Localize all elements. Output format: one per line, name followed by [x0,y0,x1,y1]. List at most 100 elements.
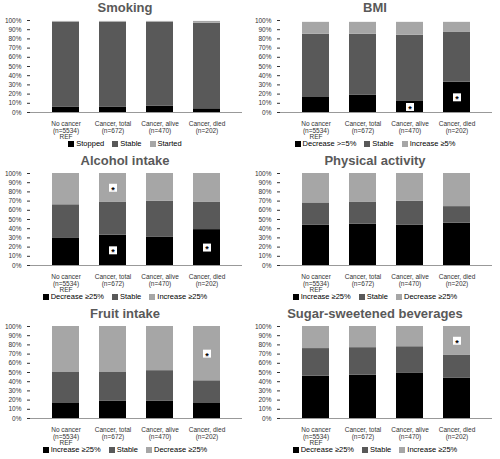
svg-text:100%: 100% [255,323,272,330]
svg-text:90%: 90% [258,179,271,186]
svg-text:100%: 100% [255,17,272,24]
svg-text:60%: 60% [258,206,271,213]
svg-text:70%: 70% [258,197,271,204]
svg-text:*: * [111,247,115,257]
svg-text:Cancer, died(n=202): Cancer, died(n=202) [189,426,226,441]
svg-text:Cancer, alive(n=470): Cancer, alive(n=470) [391,120,429,134]
svg-text:40%: 40% [8,225,21,232]
svg-text:Cancer, total(n=672): Cancer, total(n=672) [95,426,132,441]
svg-text:50%: 50% [8,63,21,70]
svg-text:20%: 20% [8,396,21,403]
svg-text:30%: 30% [258,234,271,241]
svg-text:Cancer, total(n=672): Cancer, total(n=672) [345,426,382,441]
html-text:BMI: BMI [363,0,387,15]
svg-text:60%: 60% [258,359,271,366]
svg-text:No cancer(n=5534)REF: No cancer(n=5534)REF [301,120,331,139]
svg-text:No cancer(n=5534)REF: No cancer(n=5534)REF [301,426,331,445]
svg-text:20%: 20% [258,243,271,250]
svg-text:40%: 40% [8,72,21,79]
svg-text:Cancer, died(n=202): Cancer, died(n=202) [439,273,476,288]
svg-text:70%: 70% [8,197,21,204]
svg-text:60%: 60% [8,53,21,60]
svg-text:40%: 40% [258,72,271,79]
svg-text:Cancer, alive(n=470): Cancer, alive(n=470) [391,426,429,441]
svg-text:0%: 0% [12,262,22,269]
svg-text:50%: 50% [258,63,271,70]
svg-text:80%: 80% [8,341,21,348]
svg-text:60%: 60% [8,206,21,213]
svg-text:Cancer, alive(n=470): Cancer, alive(n=470) [141,120,179,134]
svg-text:80%: 80% [258,35,271,42]
svg-text:Cancer, died(n=202): Cancer, died(n=202) [439,426,476,441]
svg-text:50%: 50% [258,369,271,376]
svg-text:30%: 30% [8,234,21,241]
svg-text:80%: 80% [8,35,21,42]
svg-text:Cancer, alive(n=470): Cancer, alive(n=470) [391,273,429,288]
svg-text:90%: 90% [258,332,271,339]
svg-text:90%: 90% [8,26,21,33]
svg-text:Cancer, alive(n=470): Cancer, alive(n=470) [141,273,179,288]
svg-text:No cancer(n=5534)REF: No cancer(n=5534)REF [51,426,81,445]
svg-text:Cancer, total(n=672): Cancer, total(n=672) [345,120,382,134]
svg-text:0%: 0% [262,262,272,269]
svg-text:20%: 20% [8,243,21,250]
svg-text:*: * [455,94,459,104]
svg-text:100%: 100% [5,17,22,24]
svg-text:Cancer, total(n=672): Cancer, total(n=672) [345,273,382,288]
svg-text:10%: 10% [8,405,21,412]
svg-text:*: * [111,185,115,195]
svg-text:60%: 60% [8,359,21,366]
svg-text:*: * [205,351,209,361]
svg-text:80%: 80% [258,188,271,195]
svg-text:10%: 10% [258,252,271,259]
svg-text:Cancer, total(n=672): Cancer, total(n=672) [95,120,132,134]
svg-text:Cancer, died(n=202): Cancer, died(n=202) [189,120,226,134]
svg-text:Cancer, total(n=672): Cancer, total(n=672) [95,273,132,288]
html-text:Smoking: Smoking [97,0,153,15]
svg-text:10%: 10% [258,99,271,106]
svg-text:70%: 70% [8,350,21,357]
svg-text:90%: 90% [8,332,21,339]
svg-text:40%: 40% [8,378,21,385]
svg-text:*: * [455,338,459,348]
svg-text:*: * [205,244,209,254]
svg-text:*: * [408,104,412,114]
svg-text:20%: 20% [8,90,21,97]
svg-text:20%: 20% [258,396,271,403]
svg-text:40%: 40% [258,378,271,385]
svg-text:0%: 0% [262,415,272,422]
svg-text:80%: 80% [8,188,21,195]
svg-text:100%: 100% [5,323,22,330]
svg-text:30%: 30% [258,81,271,88]
svg-text:100%: 100% [5,170,22,177]
svg-text:Cancer, died(n=202): Cancer, died(n=202) [189,273,226,288]
svg-text:70%: 70% [258,350,271,357]
svg-text:80%: 80% [258,341,271,348]
svg-text:10%: 10% [8,99,21,106]
svg-text:30%: 30% [8,81,21,88]
svg-text:50%: 50% [258,216,271,223]
svg-text:50%: 50% [8,369,21,376]
svg-text:40%: 40% [258,225,271,232]
svg-text:50%: 50% [8,216,21,223]
svg-text:No cancer(n=5534)REF: No cancer(n=5534)REF [51,273,81,292]
svg-text:30%: 30% [258,387,271,394]
svg-text:0%: 0% [262,109,272,116]
svg-text:Cancer, alive(n=470): Cancer, alive(n=470) [141,426,179,441]
svg-text:Cancer, died(n=202): Cancer, died(n=202) [439,120,476,134]
svg-text:70%: 70% [258,44,271,51]
svg-text:60%: 60% [258,53,271,60]
svg-text:20%: 20% [258,90,271,97]
svg-text:30%: 30% [8,387,21,394]
html-text:Alcohol intake: Alcohol intake [80,153,170,168]
svg-text:10%: 10% [8,252,21,259]
svg-text:90%: 90% [258,26,271,33]
svg-text:0%: 0% [12,109,22,116]
svg-text:0%: 0% [12,415,22,422]
svg-text:90%: 90% [8,179,21,186]
svg-text:100%: 100% [255,170,272,177]
svg-text:10%: 10% [258,405,271,412]
svg-text:No cancer(n=5534)REF: No cancer(n=5534)REF [51,120,81,139]
svg-text:70%: 70% [8,44,21,51]
svg-text:No cancer(n=5534)REF: No cancer(n=5534)REF [301,273,331,292]
